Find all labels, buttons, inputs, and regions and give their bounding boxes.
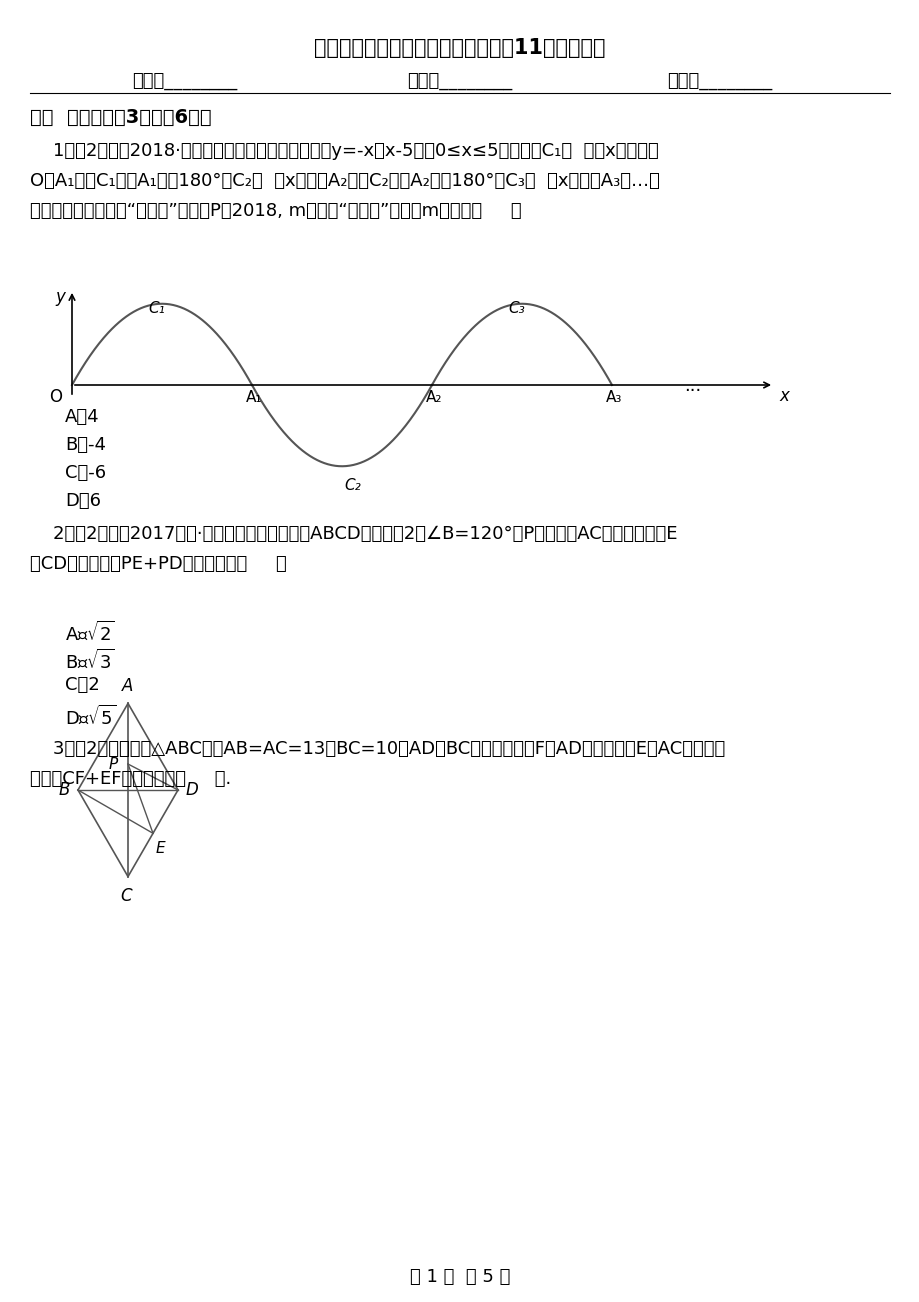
Text: C．2: C．2 [65, 676, 99, 694]
Text: 3．（2分）如图，△ABC中，AB=AC=13，BC=10，AD是BC边上的中线，F是AD上的动点，E是AC边上的动: 3．（2分）如图，△ABC中，AB=AC=13，BC=10，AD是BC边上的中线… [30, 740, 724, 758]
Text: 2．（2分）（2017八下·路南期末）如图，菱形ABCD的边长是2，∠B=120°，P是对角线AC上一个动点，E: 2．（2分）（2017八下·路南期末）如图，菱形ABCD的边长是2，∠B=120… [30, 525, 676, 543]
Text: ...: ... [683, 378, 700, 395]
Text: 姓名：________: 姓名：________ [132, 72, 237, 90]
Text: D: D [186, 781, 199, 799]
Text: 一、  单选题（共3题；共6分）: 一、 单选题（共3题；共6分） [30, 108, 211, 128]
Text: 点，则CF+EF的最小値为（     ）.: 点，则CF+EF的最小値为（ ）. [30, 769, 231, 788]
Text: B．-4: B．-4 [65, 436, 106, 454]
Text: A₂: A₂ [425, 391, 442, 405]
Text: 此进行下去，得到一“波浪线”，若点P（2018, m）在此“波浪线”上，则m的値为（     ）: 此进行下去，得到一“波浪线”，若点P（2018, m）在此“波浪线”上，则m的値… [30, 202, 521, 220]
Text: E: E [156, 841, 165, 857]
Text: 班级：________: 班级：________ [407, 72, 512, 90]
Text: 第 1 页  共 5 页: 第 1 页 共 5 页 [409, 1268, 510, 1286]
Text: x: x [778, 387, 788, 405]
Text: C₃: C₃ [507, 301, 524, 316]
Text: B: B [59, 781, 70, 799]
Text: C．-6: C．-6 [65, 464, 106, 482]
Text: C₂: C₂ [344, 478, 360, 493]
Text: 1．（2分）（2018·枘城模拟）如图，一段抛物线：y=-x（x-5）（0≤x≤5），记为C₁，  它与x轴交于点: 1．（2分）（2018·枘城模拟）如图，一段抛物线：y=-x（x-5）（0≤x≤… [30, 142, 658, 160]
Text: O、A₁；将C₁绕点A₁旋转180°得C₂，  交x轴于点A₂；将C₂绕点A₂旋转180°得C₃，  交x轴于点A₃；…如: O、A₁；将C₁绕点A₁旋转180°得C₂， 交x轴于点A₂；将C₂绕点A₂旋转… [30, 172, 659, 190]
Text: A: A [122, 677, 133, 695]
Text: 河南省周口市中考数学专题题型复一11：最値问题: 河南省周口市中考数学专题题型复一11：最値问题 [314, 38, 605, 59]
Text: 是CD的中点，则PE+PD的最小値为（     ）: 是CD的中点，则PE+PD的最小値为（ ） [30, 555, 287, 573]
Text: y: y [55, 288, 65, 306]
Text: C₁: C₁ [148, 301, 165, 316]
Text: A₃: A₃ [606, 391, 621, 405]
Text: A₁: A₁ [245, 391, 262, 405]
Text: D．6: D．6 [65, 492, 101, 510]
Text: C: C [120, 887, 131, 905]
Text: A．$\sqrt{2}$: A．$\sqrt{2}$ [65, 620, 115, 643]
Text: A．4: A．4 [65, 408, 99, 426]
Text: 成绩：________: 成绩：________ [666, 72, 772, 90]
Text: B．$\sqrt{3}$: B．$\sqrt{3}$ [65, 648, 115, 672]
Text: D．$\sqrt{5}$: D．$\sqrt{5}$ [65, 704, 116, 728]
Text: P: P [108, 756, 118, 772]
Text: O: O [49, 388, 62, 406]
